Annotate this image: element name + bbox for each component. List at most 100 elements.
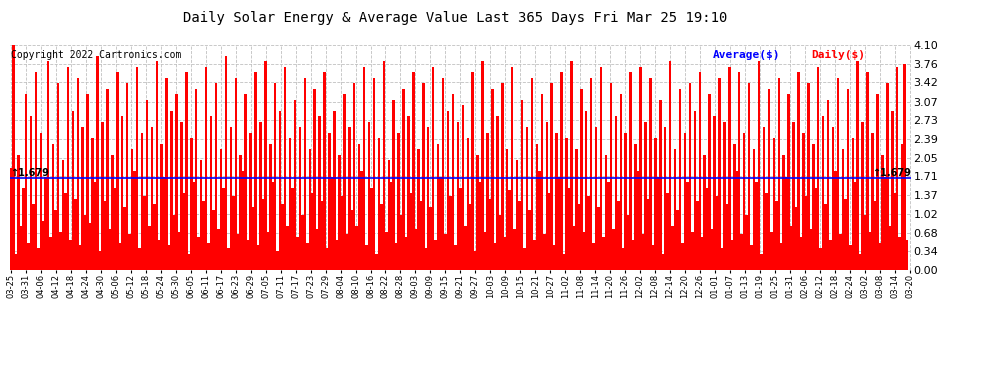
Bar [350,210,353,270]
Bar [158,240,160,270]
Bar [326,248,329,270]
Bar [220,149,222,270]
Text: Daily($): Daily($) [812,50,865,60]
Bar [27,243,30,270]
Bar [114,188,116,270]
Bar [602,237,605,270]
Bar [567,188,570,270]
Bar [494,243,496,270]
Bar [874,201,876,270]
Bar [646,199,649,270]
Bar [299,128,301,270]
Bar [74,199,76,270]
Bar [738,72,741,270]
Bar [387,160,390,270]
Bar [560,72,562,270]
Bar [22,188,25,270]
Bar [827,100,830,270]
Bar [437,144,440,270]
Bar [817,67,820,270]
Bar [358,144,360,270]
Bar [51,144,54,270]
Bar [481,62,484,270]
Bar [321,201,324,270]
Bar [637,171,640,270]
Bar [294,100,296,270]
Bar [324,72,326,270]
Bar [825,204,827,270]
Bar [832,128,835,270]
Bar [368,122,370,270]
Bar [180,122,183,270]
Bar [106,89,109,270]
Bar [822,116,825,270]
Bar [519,201,521,270]
Bar [815,188,817,270]
Bar [812,144,815,270]
Bar [861,122,864,270]
Bar [770,232,772,270]
Bar [562,254,565,270]
Bar [86,94,89,270]
Bar [59,232,61,270]
Bar [550,83,552,270]
Bar [271,182,274,270]
Bar [741,234,742,270]
Bar [881,155,884,270]
Bar [99,251,101,270]
Bar [417,149,420,270]
Bar [504,237,506,270]
Bar [155,62,158,270]
Bar [592,243,595,270]
Bar [795,207,797,270]
Bar [205,67,207,270]
Bar [531,78,534,270]
Bar [185,72,188,270]
Bar [136,67,139,270]
Bar [422,83,425,270]
Bar [755,182,757,270]
Bar [212,210,215,270]
Bar [511,67,514,270]
Bar [91,138,94,270]
Bar [410,193,412,270]
Bar [377,138,380,270]
Bar [153,204,155,270]
Bar [207,243,210,270]
Bar [835,171,837,270]
Bar [644,122,646,270]
Bar [35,72,37,270]
Bar [714,116,716,270]
Bar [840,234,842,270]
Bar [222,188,225,270]
Bar [84,215,86,270]
Bar [247,240,249,270]
Bar [570,62,572,270]
Bar [296,237,299,270]
Bar [254,72,256,270]
Bar [402,89,405,270]
Bar [548,193,550,270]
Bar [595,128,597,270]
Bar [617,201,620,270]
Bar [309,149,311,270]
Bar [183,193,185,270]
Bar [227,248,230,270]
Bar [71,111,74,270]
Bar [681,243,684,270]
Bar [842,149,844,270]
Bar [514,229,516,270]
Bar [731,240,733,270]
Bar [286,226,289,270]
Bar [501,83,504,270]
Bar [575,149,577,270]
Bar [109,229,111,270]
Bar [733,144,736,270]
Bar [572,226,575,270]
Bar [800,237,802,270]
Bar [240,155,242,270]
Bar [382,62,385,270]
Bar [901,144,904,270]
Bar [509,190,511,270]
Bar [266,232,269,270]
